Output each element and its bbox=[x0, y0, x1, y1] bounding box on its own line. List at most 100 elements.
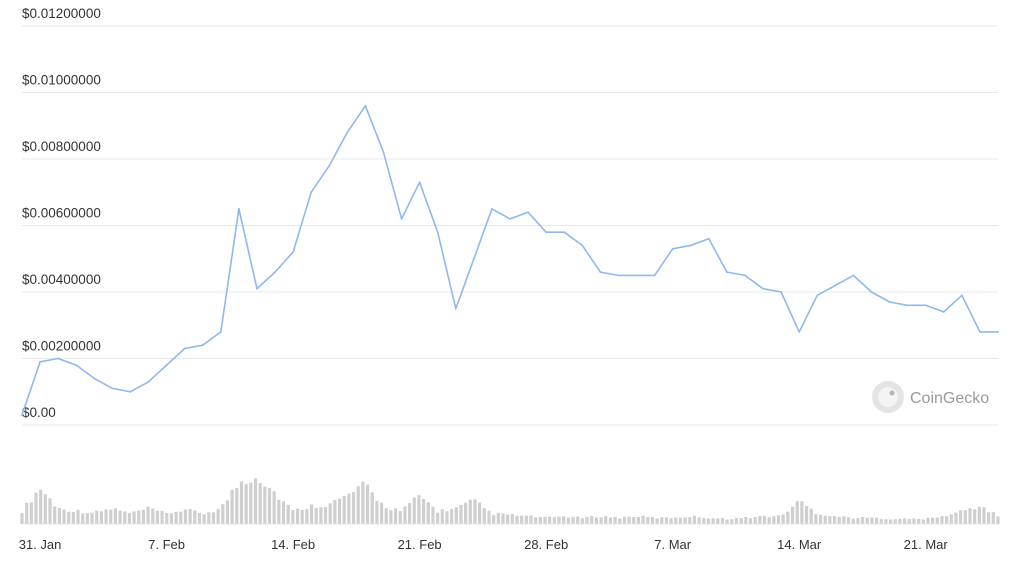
volume-bar bbox=[34, 492, 38, 524]
volume-bar bbox=[931, 517, 935, 524]
volume-bar bbox=[389, 510, 393, 524]
volume-bar bbox=[277, 499, 281, 524]
volume-bar bbox=[422, 498, 426, 524]
y-axis-ticks: $0.00 $0.00200000 $0.00400000 $0.00600000 $0… bbox=[22, 6, 101, 420]
volume-bar bbox=[43, 494, 47, 524]
volume-bar bbox=[300, 509, 304, 524]
volume-bar bbox=[832, 516, 837, 524]
price-point bbox=[400, 217, 403, 220]
watermark-text: CoinGecko bbox=[910, 390, 989, 407]
volume-bar bbox=[884, 519, 888, 524]
volume-bar bbox=[436, 512, 440, 524]
volume-bar bbox=[739, 517, 743, 524]
volume-bar bbox=[482, 508, 486, 524]
price-point bbox=[346, 131, 349, 134]
volume-bar bbox=[828, 516, 832, 524]
volume-bar bbox=[76, 510, 80, 524]
volume-bar bbox=[552, 517, 556, 524]
volume-bar bbox=[216, 509, 220, 524]
volume-bar bbox=[20, 512, 24, 524]
volume-bar bbox=[141, 509, 146, 524]
price-point bbox=[21, 414, 23, 416]
volume-bar bbox=[842, 516, 846, 524]
volume-bar bbox=[963, 510, 967, 524]
volume-bar bbox=[893, 519, 897, 524]
volume-bar bbox=[263, 486, 267, 524]
volume-bar bbox=[520, 515, 524, 524]
volume-bar bbox=[230, 489, 234, 524]
volume-bar bbox=[991, 512, 995, 524]
volume-bar bbox=[814, 514, 818, 524]
volume-bar bbox=[524, 515, 528, 524]
volume-bar bbox=[725, 519, 729, 524]
volume-bar bbox=[295, 508, 300, 524]
price-point bbox=[979, 331, 981, 333]
volume-bar bbox=[996, 516, 1000, 524]
volume-bar bbox=[706, 518, 711, 524]
price-point bbox=[183, 347, 186, 350]
price-line-layer bbox=[21, 104, 999, 416]
volume-bar bbox=[459, 504, 463, 524]
volume-bar bbox=[258, 483, 262, 524]
price-point bbox=[960, 294, 963, 297]
price-point bbox=[292, 251, 295, 254]
volume-bar bbox=[109, 509, 113, 524]
volume-bar bbox=[281, 501, 286, 524]
volume-bar bbox=[48, 498, 52, 524]
y-tick-label: $0.00400000 bbox=[22, 272, 101, 287]
volume-bar bbox=[127, 513, 132, 524]
volume-bar bbox=[529, 515, 533, 524]
volume-bar bbox=[702, 518, 706, 524]
volume-bar bbox=[543, 516, 547, 524]
volume-bar bbox=[62, 509, 66, 524]
volume-bar bbox=[95, 510, 99, 524]
price-point bbox=[219, 331, 222, 333]
volume-bar bbox=[655, 518, 659, 524]
volume-bar bbox=[613, 516, 617, 524]
price-point bbox=[906, 304, 909, 307]
volume-bar bbox=[977, 506, 981, 524]
volume-bar bbox=[478, 502, 482, 524]
volume-bar bbox=[370, 492, 374, 524]
volume-bar bbox=[968, 508, 972, 524]
volume-bar bbox=[309, 504, 314, 524]
volume-bar bbox=[356, 486, 360, 524]
volume-bar bbox=[870, 517, 874, 524]
volume-bar bbox=[772, 516, 776, 524]
price-point bbox=[924, 304, 927, 307]
volume-bar bbox=[982, 507, 986, 524]
volume-bar bbox=[361, 481, 365, 524]
volume-bar bbox=[305, 509, 309, 524]
volume-bar bbox=[501, 513, 505, 524]
volume-bar bbox=[169, 513, 174, 524]
volume-bar bbox=[711, 518, 715, 524]
volume-bar bbox=[987, 512, 991, 524]
price-point bbox=[599, 271, 602, 273]
volume-bar bbox=[926, 517, 930, 524]
volume-bar bbox=[590, 516, 594, 524]
volume-bar bbox=[599, 517, 603, 524]
price-point bbox=[707, 237, 710, 240]
volume-bar bbox=[323, 507, 328, 524]
x-axis-ticks: 31. Jan 7. Feb 14. Feb 21. Feb 28. Feb 7. Mar… bbox=[19, 537, 949, 552]
volume-bar bbox=[81, 513, 85, 524]
volume-bar bbox=[286, 504, 290, 524]
volume-bar bbox=[818, 514, 823, 524]
volume-bar bbox=[431, 506, 435, 524]
volume-bar bbox=[921, 519, 925, 524]
volume-bar bbox=[39, 489, 43, 524]
volume-bar bbox=[239, 481, 244, 524]
volume-bar bbox=[67, 511, 71, 524]
volume-bar bbox=[244, 484, 248, 524]
volume-bar bbox=[912, 518, 916, 524]
volume-bar bbox=[393, 508, 398, 524]
volume-bar bbox=[193, 510, 197, 524]
volume-bar bbox=[935, 517, 939, 524]
price-point bbox=[256, 287, 258, 290]
volume-bar bbox=[473, 499, 477, 524]
y-tick-label: $0.00800000 bbox=[22, 139, 101, 154]
volume-bar bbox=[608, 517, 613, 524]
volume-bar bbox=[683, 517, 687, 524]
volume-bar bbox=[888, 519, 893, 524]
volume-bar bbox=[188, 508, 192, 524]
